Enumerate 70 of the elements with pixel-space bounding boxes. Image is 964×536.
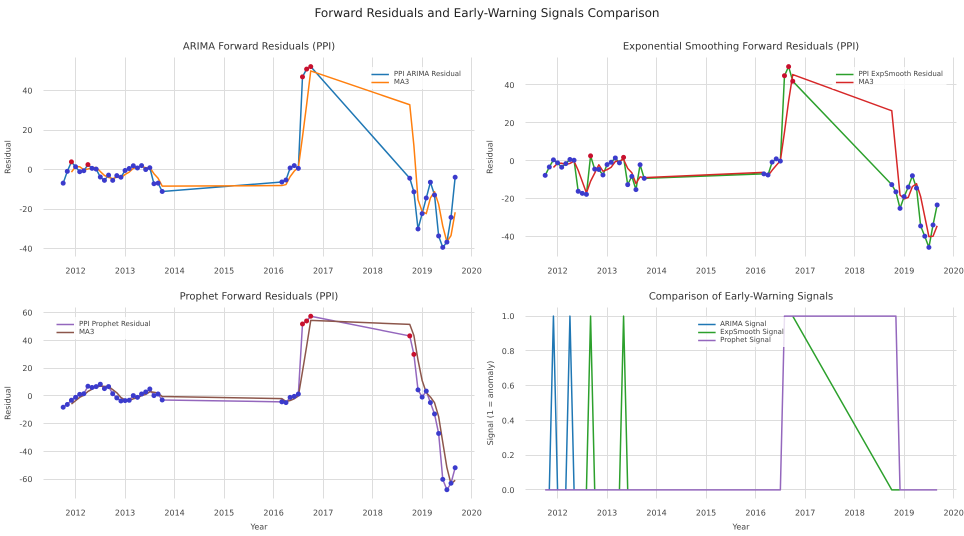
x-axis-title: Year xyxy=(250,522,268,532)
x-axis-title: Year xyxy=(732,522,750,532)
y-tick-label: -40 xyxy=(19,244,33,254)
y-tick-label: 0.0 xyxy=(502,486,515,495)
y-tick-label: -20 xyxy=(501,194,515,204)
x-tick-label: 2012 xyxy=(65,508,86,518)
x-tick-label: 2016 xyxy=(745,508,766,518)
y-axis-title: Residual xyxy=(3,386,12,420)
x-tick-label: 2018 xyxy=(844,266,865,276)
x-tick-label: 2018 xyxy=(362,508,383,518)
x-tick-label: 2012 xyxy=(547,266,568,276)
x-tick-label: 2019 xyxy=(412,266,432,276)
y-tick-label: 0 xyxy=(27,166,33,175)
y-tick-label: 20 xyxy=(22,126,33,136)
chart-title: ARIMA Forward Residuals (PPI) xyxy=(182,42,336,52)
x-tick-label: 2015 xyxy=(696,266,716,276)
y-tick-label: 60 xyxy=(22,308,33,318)
x-tick-label: 2019 xyxy=(894,508,914,518)
y-tick-label: 20 xyxy=(504,118,515,128)
x-tick-label: 2014 xyxy=(646,266,667,276)
x-tick-label: 2014 xyxy=(646,508,667,518)
x-tick-label: 2014 xyxy=(164,266,185,276)
x-tick-label: 2015 xyxy=(214,508,234,518)
x-tick-label: 2013 xyxy=(596,508,618,518)
x-tick-label: 2015 xyxy=(696,508,716,518)
x-tick-label: 2020 xyxy=(943,508,964,518)
x-tick-label: 2020 xyxy=(461,508,482,518)
x-tick-label: 2018 xyxy=(362,266,383,276)
y-tick-label: 0.4 xyxy=(502,416,515,426)
y-tick-label: 1.0 xyxy=(502,312,515,322)
x-tick-label: 2019 xyxy=(894,266,914,276)
x-tick-label: 2016 xyxy=(263,266,284,276)
chart-title: Comparison of Early-Warning Signals xyxy=(648,292,834,302)
chart-title: Exponential Smoothing Forward Residuals (PPI) xyxy=(622,42,860,52)
x-tick-label: 2013 xyxy=(114,508,136,518)
y-axis-title: Signal (1 = anomaly) xyxy=(486,360,495,446)
y-tick-label: 0.8 xyxy=(502,346,515,356)
y-axis-title: Residual xyxy=(3,140,12,174)
x-tick-label: 2016 xyxy=(745,266,766,276)
y-tick-label: -20 xyxy=(19,420,33,429)
x-tick-label: 2020 xyxy=(943,266,964,276)
x-tick-label: 2019 xyxy=(412,508,432,518)
chart-title: Prophet Forward Residuals (PPI) xyxy=(180,292,338,302)
x-tick-label: 2020 xyxy=(461,266,482,276)
x-tick-label: 2017 xyxy=(312,266,334,276)
y-axis-title: Residual xyxy=(485,140,494,174)
x-tick-label: 2012 xyxy=(65,266,86,276)
y-tick-label: 0 xyxy=(509,156,515,166)
y-tick-label: -20 xyxy=(19,205,33,214)
x-tick-label: 2017 xyxy=(794,508,816,518)
x-tick-label: 2013 xyxy=(114,266,136,276)
text: Forward Residuals and Early-Warning Signals Comparison xyxy=(313,5,661,22)
x-tick-label: 2017 xyxy=(312,508,334,518)
y-tick-label: 0.6 xyxy=(502,382,515,391)
x-tick-label: 2014 xyxy=(164,508,185,518)
y-tick-label: 40 xyxy=(22,336,33,346)
x-tick-label: 2016 xyxy=(263,508,284,518)
x-tick-label: 2012 xyxy=(547,508,568,518)
y-tick-label: 20 xyxy=(22,364,33,374)
y-tick-label: -40 xyxy=(19,447,33,456)
x-tick-label: 2015 xyxy=(214,266,234,276)
y-tick-label: 40 xyxy=(504,80,515,90)
y-tick-label: 40 xyxy=(22,86,33,96)
x-tick-label: 2017 xyxy=(794,266,816,276)
y-tick-label: 0 xyxy=(27,392,33,401)
y-tick-label: -60 xyxy=(19,475,33,484)
y-tick-label: -40 xyxy=(501,232,515,242)
y-tick-label: 0.2 xyxy=(502,451,515,460)
x-tick-label: 2013 xyxy=(596,266,618,276)
x-tick-label: 2018 xyxy=(844,508,865,518)
